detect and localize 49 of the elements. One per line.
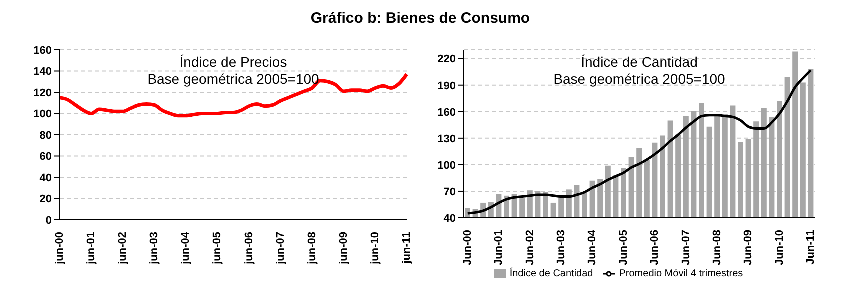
y-tick-label: 40	[40, 172, 52, 184]
y-tick-label: 120	[34, 87, 52, 100]
x-tick-label: jun-10	[369, 232, 382, 266]
chart-title: Gráfico b: Bienes de Consumo	[310, 10, 532, 27]
x-tick-label: Jun-00	[462, 230, 474, 266]
x-tick-label: Jun-08	[712, 230, 724, 266]
y-tick-label: 130	[438, 133, 456, 146]
x-tick-label: jun-08	[306, 232, 318, 266]
x-tick-label: jun-05	[212, 232, 224, 266]
annotation: Índice de Cantidad	[580, 54, 699, 71]
legend-label: Promedio Móvil 4 trimestres	[619, 268, 744, 280]
y-tick-label: 160	[34, 44, 52, 57]
x-tick-label: jun-00	[54, 232, 66, 266]
x-tick-label: Jun-01	[493, 230, 506, 266]
y-tick-label: 60	[40, 151, 52, 164]
y-tick-label: 190	[438, 80, 456, 92]
y-tick-label: 100	[34, 108, 52, 121]
x-tick-label: Jun-09	[742, 230, 755, 266]
y-tick-label: 80	[40, 130, 52, 142]
x-tick-label: Jun-06	[649, 230, 662, 266]
x-tick-label: jun-09	[338, 232, 350, 266]
x-tick-label: jun-03	[148, 232, 161, 266]
line-series	[466, 69, 812, 215]
y-tick-label: 40	[444, 212, 456, 225]
x-tick-label: jun-02	[117, 232, 130, 266]
y-tick-label: 70	[444, 186, 456, 198]
y-tick-label: 140	[34, 66, 52, 78]
x-tick-label: jun-07	[274, 232, 287, 266]
x-tick-label: Jun-02	[524, 230, 536, 266]
x-tick-label: jun-04	[180, 231, 192, 266]
line-series	[58, 72, 409, 118]
annotation: Índice de Precios	[178, 54, 288, 71]
x-tick-label: Jun-10	[774, 230, 786, 266]
x-tick-label: Jun-07	[680, 230, 692, 266]
x-tick-label: jun-11	[401, 232, 413, 265]
annotation: Base geométrica 2005=100	[552, 71, 726, 88]
y-tick-label: 20	[40, 194, 52, 206]
x-tick-label: Jun-03	[556, 230, 568, 266]
y-tick-label: 160	[438, 106, 456, 119]
x-tick-label: Jun-05	[618, 230, 630, 266]
x-tick-label: jun-01	[86, 232, 98, 266]
y-tick-label: 220	[438, 54, 456, 66]
x-tick-label: Jun-11	[805, 230, 818, 265]
annotation: Base geométrica 2005=100	[146, 71, 320, 88]
x-tick-label: Jun-04	[586, 229, 599, 266]
legend-label: Índice de Cantidad	[510, 268, 594, 280]
x-tick-label: jun-06	[243, 232, 256, 266]
y-tick-label: 100	[438, 160, 456, 172]
y-tick-label: 0	[46, 214, 52, 227]
